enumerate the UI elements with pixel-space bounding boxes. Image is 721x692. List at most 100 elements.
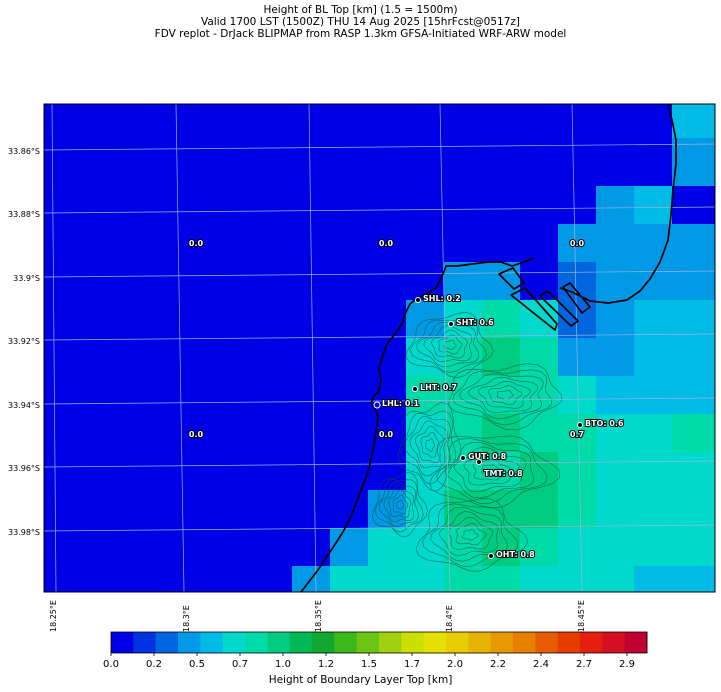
colorbar-swatch <box>557 632 581 653</box>
station-label-lht: LHT: 0.7 <box>420 383 457 392</box>
coastline <box>300 104 677 592</box>
station-label-lhl: LHL: 0.1 <box>382 399 419 408</box>
station-marker-gut <box>460 455 466 461</box>
bl-cell <box>482 566 520 592</box>
colorbar-swatch <box>446 632 469 653</box>
contour-line <box>374 479 424 533</box>
bl-cell <box>330 528 368 566</box>
bl-cell <box>634 338 715 376</box>
colorbar-swatch <box>222 632 246 653</box>
colorbar-swatch <box>312 632 335 653</box>
colorbar-tick-label: 0.5 <box>189 659 205 670</box>
latitude-line <box>44 460 715 468</box>
contour-line <box>430 506 509 562</box>
bl-cell <box>634 300 715 338</box>
contour-line <box>388 489 412 519</box>
bl-cell <box>444 490 482 528</box>
contour-line <box>423 325 473 363</box>
contour-line <box>425 438 435 452</box>
latitude-line <box>44 270 715 278</box>
contour-line <box>487 385 523 405</box>
bl-cell <box>330 566 368 592</box>
bl-cell <box>634 186 672 224</box>
latitude-label: 33.86°S <box>8 147 40 156</box>
bl-cell <box>444 262 482 300</box>
bl-cell <box>596 338 634 376</box>
colorbar-swatch <box>111 632 134 653</box>
grid-value-label: 0.0 <box>379 239 394 248</box>
grid-value-labels: 0.0 0.0 0.0 0.0 0.0 0.7 <box>188 238 586 440</box>
colorbar-tick-label: 2.2 <box>490 659 506 670</box>
map-frame <box>43 103 716 593</box>
bl-cell <box>634 566 715 592</box>
longitude-line <box>439 104 451 592</box>
longitude-line <box>571 104 583 592</box>
colorbar-tick-label: 1.2 <box>318 659 334 670</box>
station-marker-sht <box>448 321 454 327</box>
bl-cell <box>558 376 596 414</box>
bl-cell <box>444 338 482 376</box>
longitude-label: 18.4°E <box>445 605 454 632</box>
latitude-label: 33.88°S <box>8 210 40 219</box>
latitude-label: 33.92°S <box>8 337 40 346</box>
bl-cell <box>406 338 444 376</box>
grid-value-label: 0.0 <box>189 430 204 439</box>
contour-line <box>392 494 409 515</box>
latitude-line <box>44 143 715 151</box>
latitude-labels: 33.86°S 33.88°S 33.9°S 33.92°S 33.94°S 33.96°… <box>8 147 40 537</box>
longitude-line <box>51 104 57 592</box>
colorbar-swatch <box>423 632 447 653</box>
grid-value-label: 0.0 <box>570 239 585 248</box>
contour-line <box>478 380 531 409</box>
longitude-label: 18.35°E <box>314 600 323 632</box>
bl-cell <box>596 224 634 262</box>
bl-cell <box>368 528 406 566</box>
colorbar-swatch <box>200 632 224 653</box>
bl-cell <box>406 490 444 528</box>
colorbar-swatch <box>133 632 157 653</box>
contour-line <box>462 529 479 541</box>
contour-line <box>481 464 501 476</box>
bl-cell <box>520 566 558 592</box>
bl-cell <box>520 452 558 490</box>
title-line-1: Height of BL Top [km] (1.5 = 1500m) <box>263 4 458 16</box>
colorbar-swatch <box>580 632 603 653</box>
colorbar-tick-label: 1.7 <box>404 659 420 670</box>
colorbar-swatch <box>535 632 559 653</box>
bl-cell <box>596 186 634 224</box>
latitude-line <box>44 397 715 405</box>
contour-line <box>431 329 468 359</box>
station-label-gut: GUT: 0.8 <box>468 452 507 461</box>
bl-cell <box>596 452 715 490</box>
station-label-bto: BTO: 0.6 <box>585 419 624 428</box>
contour-line <box>463 452 520 486</box>
bl-cell <box>558 414 596 452</box>
bl-cell <box>368 566 406 592</box>
longitude-line <box>308 104 317 592</box>
bl-cell <box>672 104 715 138</box>
bl-cell <box>634 224 715 262</box>
bl-cell <box>672 186 715 224</box>
contour-line <box>448 363 563 431</box>
latitude-line <box>44 333 715 341</box>
contour-line <box>409 420 448 469</box>
contour-line <box>447 516 494 550</box>
contour-line <box>429 435 561 509</box>
colorbar-swatch <box>490 632 514 653</box>
contour-line <box>439 511 499 556</box>
bl-cell <box>558 224 596 262</box>
grid-value-label: 0.0 <box>379 430 394 439</box>
contour-line <box>455 523 487 546</box>
contour-line <box>415 425 444 464</box>
chart-title: Height of BL Top [km] (1.5 = 1500m) Vali… <box>0 4 721 40</box>
contour-line <box>383 485 415 523</box>
colorbar-swatch <box>267 632 291 653</box>
station-label-shl: SHL: 0.2 <box>423 294 461 303</box>
contour-line <box>436 438 548 504</box>
bl-cell <box>520 414 558 452</box>
longitude-line <box>175 104 185 592</box>
colorbar-tick-label: 2.9 <box>619 659 635 670</box>
bl-cell <box>482 490 520 528</box>
colorbar-tick-label: 2.7 <box>576 659 592 670</box>
colorbar-tick-label: 2.4 <box>533 659 549 670</box>
